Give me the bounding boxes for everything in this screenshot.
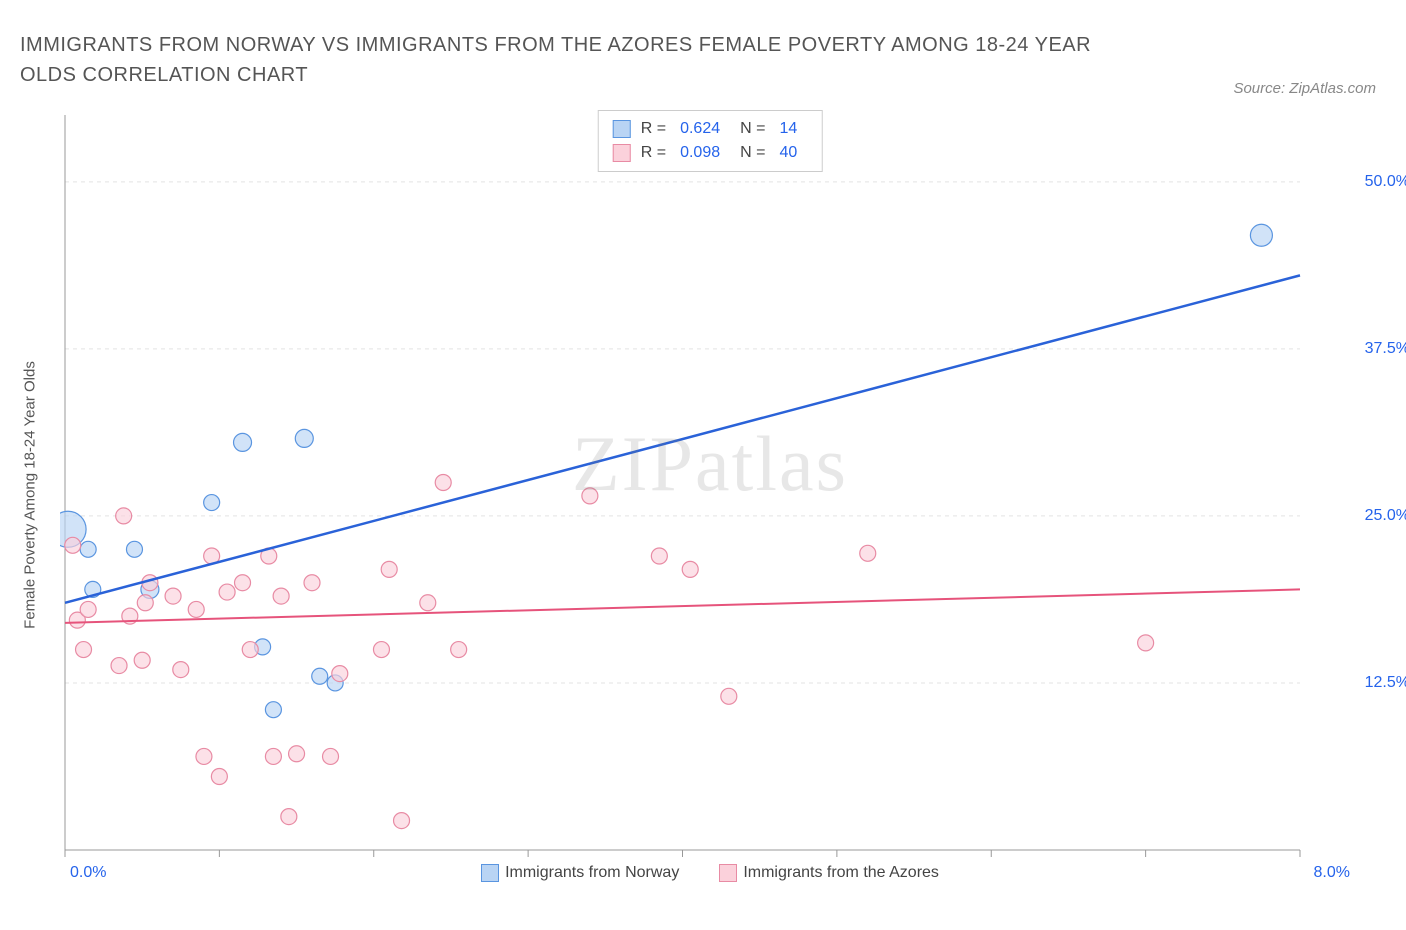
stats-legend-box: R =0.624N =14R =0.098N =40 [598,110,823,172]
y-tick-label: 50.0% [1365,173,1406,191]
legend-swatch [613,144,631,162]
chart-title: IMMIGRANTS FROM NORWAY VS IMMIGRANTS FRO… [20,30,1120,90]
legend-swatch [719,864,737,882]
y-tick-label: 37.5% [1365,340,1406,358]
bottom-legend: Immigrants from Norway Immigrants from th… [60,864,1360,882]
y-tick-label: 25.0% [1365,507,1406,525]
legend-swatch [481,864,499,882]
legend-item: Immigrants from the Azores [719,864,939,881]
chart-area: Female Poverty Among 18-24 Year Olds ZIP… [50,110,1370,880]
source-credit: Source: ZipAtlas.com [1233,80,1376,97]
chart-svg [60,110,1360,880]
legend-item: Immigrants from Norway [481,864,679,881]
legend-swatch [613,120,631,138]
y-tick-label: 12.5% [1365,674,1406,692]
title-bar: IMMIGRANTS FROM NORWAY VS IMMIGRANTS FRO… [0,0,1406,90]
plot-region: ZIPatlas R =0.624N =14R =0.098N =40 0.0%… [60,110,1360,880]
stats-row: R =0.624N =14 [613,117,808,141]
stats-row: R =0.098N =40 [613,141,808,165]
y-axis-label: Female Poverty Among 18-24 Year Olds [22,361,39,629]
